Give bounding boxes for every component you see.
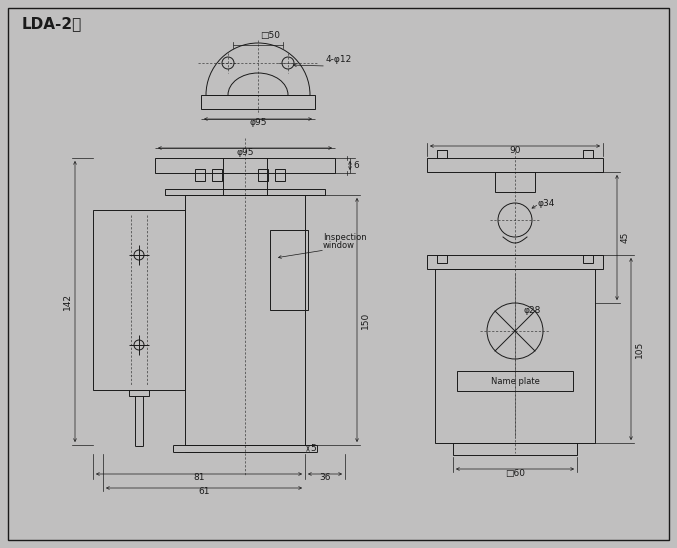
Bar	[195, 169, 205, 181]
Text: 36: 36	[320, 473, 331, 482]
Text: LDA-2型: LDA-2型	[22, 16, 82, 31]
Text: Name plate: Name plate	[491, 376, 540, 385]
Bar	[583, 150, 593, 158]
Bar	[93, 210, 185, 390]
Bar	[427, 158, 603, 172]
Text: 81: 81	[193, 473, 204, 482]
Bar	[427, 255, 603, 269]
Text: φ95: φ95	[236, 148, 254, 157]
Bar	[258, 169, 268, 181]
Text: Inspection: Inspection	[323, 233, 367, 242]
Text: 105: 105	[635, 340, 644, 358]
Bar	[457, 371, 573, 391]
Bar	[437, 255, 447, 263]
Text: φ28: φ28	[523, 306, 540, 315]
Bar	[155, 158, 335, 173]
Bar	[201, 95, 315, 109]
Bar	[495, 172, 535, 192]
Bar	[437, 150, 447, 158]
Text: 142: 142	[63, 293, 72, 310]
Text: 61: 61	[198, 487, 210, 496]
Text: 5: 5	[310, 444, 315, 453]
Text: window: window	[323, 241, 355, 250]
Bar	[435, 269, 595, 443]
Bar	[583, 255, 593, 263]
Bar	[129, 390, 149, 396]
Text: φ95: φ95	[249, 118, 267, 127]
Text: 150: 150	[361, 311, 370, 329]
Text: □60: □60	[505, 469, 525, 478]
Text: 4-φ12: 4-φ12	[326, 55, 352, 64]
Text: 90: 90	[509, 146, 521, 155]
Bar	[165, 189, 325, 195]
Text: 45: 45	[621, 232, 630, 243]
Text: □50: □50	[260, 31, 280, 40]
Bar	[185, 195, 305, 445]
Bar	[453, 443, 577, 455]
Bar	[270, 230, 308, 310]
Bar	[212, 169, 222, 181]
Bar	[275, 169, 285, 181]
Text: φ34: φ34	[537, 199, 554, 208]
Text: 6: 6	[353, 161, 359, 170]
